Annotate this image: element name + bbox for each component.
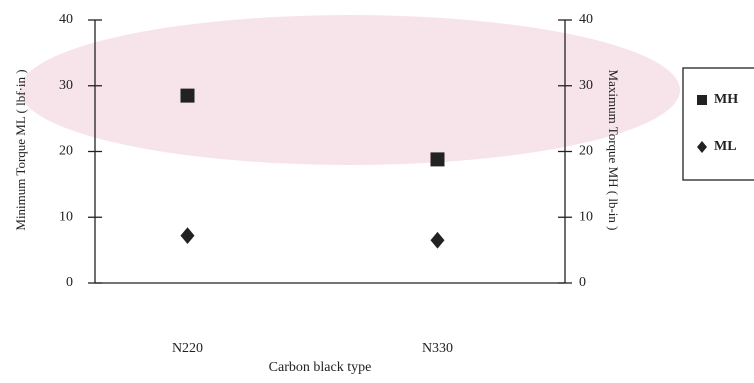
legend-box xyxy=(682,67,754,181)
y-tick-label: 0 xyxy=(66,275,73,290)
legend-marker xyxy=(697,141,707,153)
y2-axis-label: Maximum Torque MH ( lb-in ) xyxy=(606,70,621,231)
point xyxy=(430,152,445,167)
y-tick-label: 20 xyxy=(59,144,73,159)
y2-tick-label: 10 xyxy=(579,209,593,224)
watermark xyxy=(20,15,680,165)
y-tick-label: 40 xyxy=(59,12,73,27)
point xyxy=(180,227,195,245)
y-tick-label: 30 xyxy=(59,78,73,93)
y-tick-label: 10 xyxy=(59,209,73,224)
legend-label: MH xyxy=(714,92,738,107)
point xyxy=(180,88,195,103)
x-axis-label: Carbon black type xyxy=(269,360,372,375)
y2-tick-label: 0 xyxy=(579,275,586,290)
legend-label: ML xyxy=(714,139,737,154)
y2-tick-label: 40 xyxy=(579,12,593,27)
y2-tick-label: 30 xyxy=(579,78,593,93)
legend-marker xyxy=(697,95,707,105)
x-tick-label: N330 xyxy=(422,341,453,356)
y-axis-label: Minimum Torque ML ( lbf·in ) xyxy=(13,69,28,230)
point xyxy=(430,231,445,249)
y2-tick-label: 20 xyxy=(579,144,593,159)
x-tick-label: N220 xyxy=(172,341,203,356)
